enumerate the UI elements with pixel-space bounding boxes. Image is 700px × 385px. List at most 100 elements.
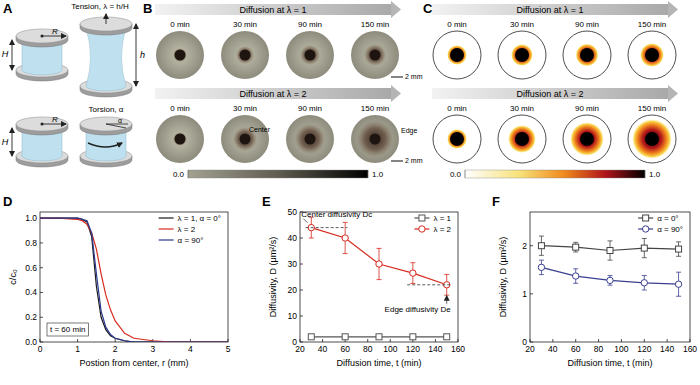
y-tick <box>300 290 303 291</box>
colorbar-label: 0.0 <box>450 170 462 179</box>
y-axis-label: Diffusivity, D (μm²/s) <box>498 237 508 317</box>
error-cap <box>377 279 382 280</box>
x-tick-label: 140 <box>428 344 442 354</box>
y-tick <box>40 292 43 293</box>
chart: 20406080100120140160012Diffusion time, t… <box>498 212 697 368</box>
y-tick <box>40 342 43 343</box>
dye-core <box>515 48 529 62</box>
scale-bar <box>391 76 403 77</box>
scale-bar <box>391 160 403 161</box>
marker <box>643 215 649 221</box>
time-label: 90 min <box>298 20 322 29</box>
dye-core <box>175 134 186 145</box>
dye-core <box>580 48 594 62</box>
x-tick-label: 40 <box>318 344 328 354</box>
y-axis-label: Diffusivity, D (μm²/s) <box>268 237 278 317</box>
legend-label: α = 0° <box>657 214 678 223</box>
sample-disc <box>628 115 676 163</box>
chart: 2040608010012014016001020304050Diffusion… <box>268 207 465 368</box>
sample-disc <box>156 31 204 79</box>
y-tick-label: 0.8 <box>25 238 37 248</box>
diffusion-halo <box>511 44 533 66</box>
y-tick-label: 0.6 <box>25 263 37 273</box>
twist-ref <box>106 124 126 128</box>
x-tick-label: 4 <box>188 344 193 354</box>
series-line <box>40 218 228 342</box>
error-bar <box>608 241 613 260</box>
x-tick-label: 80 <box>363 344 373 354</box>
error-cap <box>444 274 449 275</box>
annotation-box <box>47 323 88 336</box>
sample-disc <box>221 115 269 163</box>
y-tick <box>40 317 43 318</box>
legend-line <box>159 217 174 218</box>
colorbar <box>465 170 645 178</box>
time-label: 30 min <box>510 104 534 113</box>
y-tick-label: 10 <box>288 311 298 321</box>
plate-top <box>16 29 68 43</box>
legend-label: α = 90° <box>657 225 683 234</box>
height-label: h <box>140 50 145 60</box>
colorbar-label: 0.0 <box>173 170 185 179</box>
series-line <box>311 228 446 285</box>
error-cap <box>642 238 647 239</box>
y-tick-label: 30 <box>288 259 298 269</box>
sample-disc <box>563 115 611 163</box>
annotation-line <box>407 284 452 285</box>
y-tick <box>530 342 533 343</box>
dye-core <box>240 50 251 61</box>
time-label: 150 min <box>361 104 389 113</box>
sample-disc <box>351 31 399 79</box>
error-cap <box>539 274 544 275</box>
annotation-arrow <box>446 296 447 304</box>
error-bar <box>539 260 544 274</box>
error-bar <box>642 276 647 290</box>
marker <box>676 246 682 252</box>
y-tick <box>530 245 533 246</box>
sample-disc <box>498 31 546 79</box>
marker <box>675 281 681 287</box>
legend-label: λ = 1 <box>433 214 451 223</box>
error-cap <box>608 260 613 261</box>
error-cap <box>642 290 647 291</box>
diffusion-halo <box>236 46 254 64</box>
row-title: Diffusion at λ = 1 <box>239 5 306 15</box>
panel-letter: B <box>143 1 152 16</box>
marker <box>642 226 648 232</box>
plate-top <box>16 117 68 131</box>
error-bar <box>343 222 348 253</box>
dye-core <box>645 132 659 146</box>
y-tick-label: 2 <box>522 241 527 251</box>
legend: α = 0° α = 90° <box>638 214 683 234</box>
y-tick-label: 20 <box>288 285 298 295</box>
x-tick-label: 160 <box>451 344 465 354</box>
marker <box>573 244 579 250</box>
error-cap <box>676 256 681 257</box>
error-cap <box>608 285 613 286</box>
diffusion-halo <box>300 45 320 65</box>
x-tick <box>552 339 553 342</box>
sample-disc <box>563 31 611 79</box>
marker <box>573 273 579 279</box>
x-tick <box>77 339 78 342</box>
row-title: Diffusion at λ = 1 <box>516 5 583 15</box>
annotation-line <box>306 227 348 228</box>
arrow-head <box>668 85 678 102</box>
y-tick <box>530 293 533 294</box>
marker <box>538 243 544 249</box>
x-tick <box>621 339 622 342</box>
y-tick-label: 0 <box>522 337 527 347</box>
diffusion-halo <box>295 124 325 154</box>
error-cap <box>573 242 578 243</box>
error-cap <box>343 222 348 223</box>
y-tick-label: 0.0 <box>25 337 37 347</box>
arrow-bar <box>432 88 668 99</box>
plate-top <box>80 117 132 131</box>
y-tick-label: 0.4 <box>25 287 37 297</box>
error-cap <box>539 255 544 256</box>
sample-disc <box>286 115 334 163</box>
time-label: 0 min <box>170 104 190 113</box>
marker <box>410 334 416 340</box>
arrow-bar <box>155 88 391 99</box>
panel-letter: A <box>3 1 13 16</box>
